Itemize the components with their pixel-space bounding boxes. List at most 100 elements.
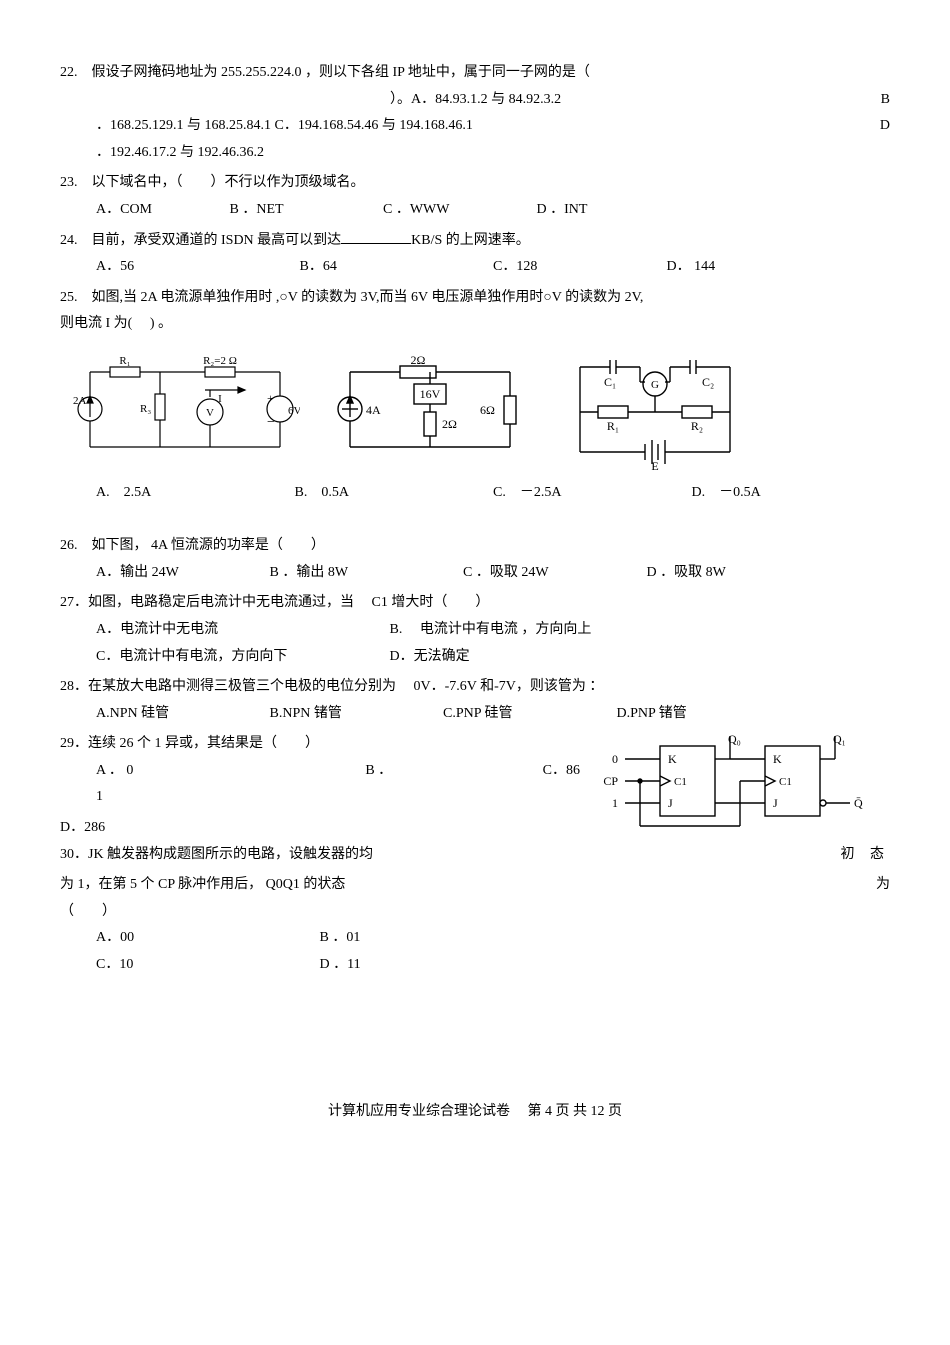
q23-optD: D ．INT (537, 197, 588, 224)
q30-line1: JK 触发器构成题图所示的电路，设触发器的均 (88, 847, 373, 862)
question-24: 24. 目前，承受双通道的 ISDN 最高可以到达 KB/S 的上网速率。 A．5… (60, 228, 890, 281)
q25-text2: 则电流 I 为( ) 。 (60, 311, 890, 338)
d-C1b: C1 (779, 776, 792, 788)
c2-2ohm-top: 2Ω (411, 353, 426, 367)
q25-num: 25. (60, 290, 78, 305)
q27-optD: D．无法确定 (390, 644, 470, 671)
q22-optB: ．168.25.129.1 与 168.25.84.1 C．194.168.54… (96, 118, 473, 133)
question-27: 27．如图，电路稳定后电流计中无电流通过，当 C1 增大时（ ） A．电流计中无… (60, 590, 890, 670)
q30-num: 30． (60, 847, 88, 862)
d-K0: K (668, 752, 677, 766)
q24-text-after: KB/S 的上网速率。 (411, 233, 530, 248)
d-J0: J (668, 796, 673, 810)
c1-6V: 6V (288, 405, 300, 417)
d-C1a: C1 (674, 776, 687, 788)
q23-num: 23. (60, 175, 78, 190)
q26-num: 26. (60, 538, 78, 553)
q30-line2-right: 为 (876, 872, 890, 899)
question-30: 30．JK 触发器构成题图所示的电路，设触发器的均 初 态 (60, 842, 890, 869)
c1-R1: R₁ (119, 355, 130, 367)
q22-optD-marker: D (880, 113, 890, 140)
q29-optC: C．86 (543, 758, 580, 785)
q25-circuits: R₁ R₂=2 Ω I 2A R₃ V 6V + − (70, 352, 890, 472)
c2-16V: 16V (420, 387, 441, 401)
d-K1: K (773, 752, 782, 766)
d-J1: J (773, 796, 778, 810)
q30-optB: B ．01 (320, 925, 361, 952)
q30-optA: A．00 (96, 925, 316, 952)
q22-text-1: 假设子网掩码地址为 255.255.224.0 ，则以下各组 IP 地址中，属于… (92, 65, 590, 80)
c1-I: I (218, 393, 222, 405)
q28-optA: A.NPN 硅管 (96, 701, 266, 728)
q28-text: 在某放大电路中测得三极管三个电极的电位分别为 0V．-7.6V 和-7V，则该管… (88, 679, 603, 694)
c2-2ohm-mid: 2Ω (442, 417, 457, 431)
q23-text: 以下域名中，（ ）不行以作为顶级域名。 (92, 175, 365, 190)
q27-optC: C．电流计中有电流，方向向下 (96, 644, 386, 671)
q28-optD: D.PNP 锗管 (617, 701, 687, 728)
q28-optC: C.PNP 硅管 (443, 701, 613, 728)
circuit-3: C₁ C₂ G R₁ R₂ E (560, 352, 750, 472)
d-Q0: Q₀ (728, 732, 741, 746)
q24-num: 24. (60, 233, 78, 248)
q29-optA-label: A ． (96, 758, 123, 785)
c1-2A: 2A (73, 395, 87, 407)
c3-E: E (651, 459, 658, 472)
q30-diagram-wrap: 0 CP 1 K C1 J K C1 J Q₀ Q₁ Q̄ (590, 731, 890, 831)
q27-num: 27． (60, 595, 88, 610)
c1-R2: R₂=2 Ω (203, 355, 237, 367)
q23-optB: B ．NET (230, 197, 380, 224)
d-in0: 0 (612, 752, 618, 766)
q25-optD: D. －0.5A (692, 480, 891, 507)
q22-optB-marker: B (881, 87, 890, 114)
jk-flipflop-diagram: 0 CP 1 K C1 J K C1 J Q₀ Q₁ Q̄ (590, 731, 890, 831)
q26-optD: D ．吸取 8W (647, 560, 726, 587)
q22-num: 22. (60, 65, 78, 80)
c3-R2: R₂ (691, 419, 703, 433)
q25-optC: C. －2.5A (493, 480, 692, 507)
q26-optB: B ．输出 8W (270, 560, 460, 587)
q25-options: A. 2.5A B. 0.5A C. －2.5A D. －0.5A (60, 480, 890, 507)
circuit-1: R₁ R₂=2 Ω I 2A R₃ V 6V + − (70, 352, 300, 462)
q28-optB: B.NPN 锗管 (270, 701, 440, 728)
q26-optA: A．输出 24W (96, 560, 266, 587)
q29-optB-val: 1 (96, 784, 103, 811)
d-Qbar: Q̄ (854, 796, 863, 810)
q24-optB: B．64 (300, 254, 490, 281)
q29-text: 连续 26 个 1 异或，其结果是（ ） (88, 736, 319, 751)
question-25: 25. 如图,当 2A 电流源单独作用时 ,○V 的读数为 3V,而当 6V 电… (60, 285, 890, 338)
d-Q1: Q₁ (833, 732, 846, 746)
q27-optB: B. 电流计中有电流 ，方向向上 (390, 617, 592, 644)
d-CP: CP (603, 774, 618, 788)
q25-optA: A. 2.5A (96, 480, 295, 507)
circuit-2: 2Ω 16V 4A 2Ω 6Ω (330, 352, 530, 462)
q24-optD: D． 144 (667, 254, 716, 281)
q27-optA: A．电流计中无电流 (96, 617, 386, 644)
svg-text:+: + (267, 391, 274, 405)
q30-optD: D ．11 (320, 952, 361, 979)
q26-optC: C ．吸取 24W (463, 560, 643, 587)
question-26: 26. 如下图， 4A 恒流源的功率是（ ） A．输出 24W B ．输出 8W… (60, 533, 890, 586)
q26-text: 如下图， 4A 恒流源的功率是（ ） (92, 538, 325, 553)
q27-text: 如图，电路稳定后电流计中无电流通过，当 C1 增大时（ ） (88, 595, 489, 610)
question-28: 28．在某放大电路中测得三极管三个电极的电位分别为 0V．-7.6V 和-7V，… (60, 674, 890, 727)
c3-C1: C₁ (604, 375, 616, 389)
q24-optA: A．56 (96, 254, 296, 281)
q22-text-2: ）。A．84.93.1.2 与 84.92.3.2 (390, 92, 561, 107)
c2-4A: 4A (366, 403, 381, 417)
q23-optA: A．COM (96, 197, 226, 224)
c3-C2: C₂ (702, 375, 714, 389)
question-22: 22. 假设子网掩码地址为 255.255.224.0 ，则以下各组 IP 地址… (60, 60, 890, 166)
q29-optA-val: 0 (126, 758, 138, 785)
q25-optB: B. 0.5A (295, 480, 494, 507)
q23-optC: C ．WWW (383, 197, 533, 224)
q30-line2-row: 为 1，在第 5 个 CP 脉冲作用后， Q0Q1 的状态 为 (60, 872, 890, 899)
c3-G: G (651, 379, 659, 391)
c1-V: V (206, 407, 214, 419)
q30-line3: （ ） (60, 899, 890, 926)
q29-num: 29． (60, 736, 88, 751)
q24-optC: C．128 (493, 254, 663, 281)
q29-optB-label: B ． (365, 758, 392, 785)
q24-text-before: 目前，承受双通道的 ISDN 最高可以到达 (92, 233, 342, 248)
q30-line1-right: 初 态 (841, 842, 891, 869)
d-in1: 1 (612, 796, 618, 810)
